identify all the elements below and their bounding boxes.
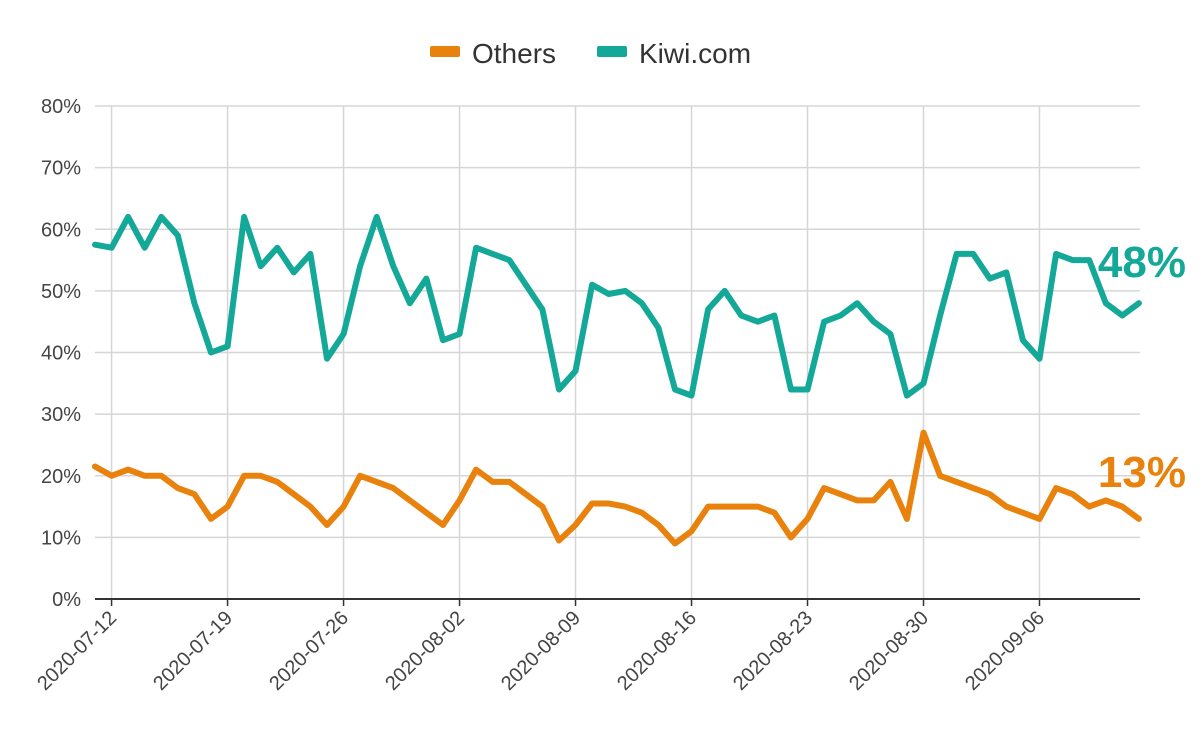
x-tick-label: 2020-08-02 — [381, 607, 469, 695]
series-line-kiwi — [92, 213, 1142, 399]
y-tick-label: 0% — [52, 589, 81, 611]
y-axis-ticks: 0% 10% 20% 30% 40% 50% 60% 70% 80% — [41, 96, 81, 611]
x-tick-label: 2020-08-09 — [497, 607, 585, 695]
series-lines — [92, 213, 1142, 547]
legend-swatch-others — [430, 46, 460, 57]
x-tick-label: 2020-08-23 — [729, 607, 817, 695]
legend-swatch-kiwi — [597, 46, 627, 57]
legend: Others Kiwi.com — [430, 38, 751, 69]
y-tick-label: 10% — [41, 527, 81, 549]
legend-item-others[interactable]: Others — [430, 38, 556, 69]
end-label-kiwi: 48% — [1098, 238, 1186, 287]
gridlines — [95, 105, 1140, 599]
legend-item-kiwi[interactable]: Kiwi.com — [597, 38, 751, 69]
x-tick-label: 2020-08-30 — [845, 607, 933, 695]
y-tick-label: 50% — [41, 281, 81, 303]
y-tick-label: 70% — [41, 158, 81, 180]
x-tick-label: 2020-07-12 — [33, 607, 121, 695]
y-tick-label: 30% — [41, 404, 81, 426]
end-label-others: 13% — [1098, 448, 1186, 497]
y-tick-label: 40% — [41, 343, 81, 365]
y-tick-label: 80% — [41, 96, 81, 118]
x-axis-ticks: 2020-07-12 2020-07-19 2020-07-26 2020-08-02… — [33, 599, 1049, 695]
x-tick-label: 2020-08-16 — [613, 607, 701, 695]
y-tick-label: 20% — [41, 466, 81, 488]
legend-label-kiwi: Kiwi.com — [639, 38, 751, 69]
x-tick-label: 2020-09-06 — [961, 607, 1049, 695]
x-tick-label: 2020-07-26 — [265, 607, 353, 695]
end-labels: 13% 48% — [1098, 238, 1186, 497]
series-line-others — [92, 429, 1142, 547]
legend-label-others: Others — [472, 38, 556, 69]
y-tick-label: 60% — [41, 219, 81, 241]
x-tick-label: 2020-07-19 — [149, 607, 237, 695]
